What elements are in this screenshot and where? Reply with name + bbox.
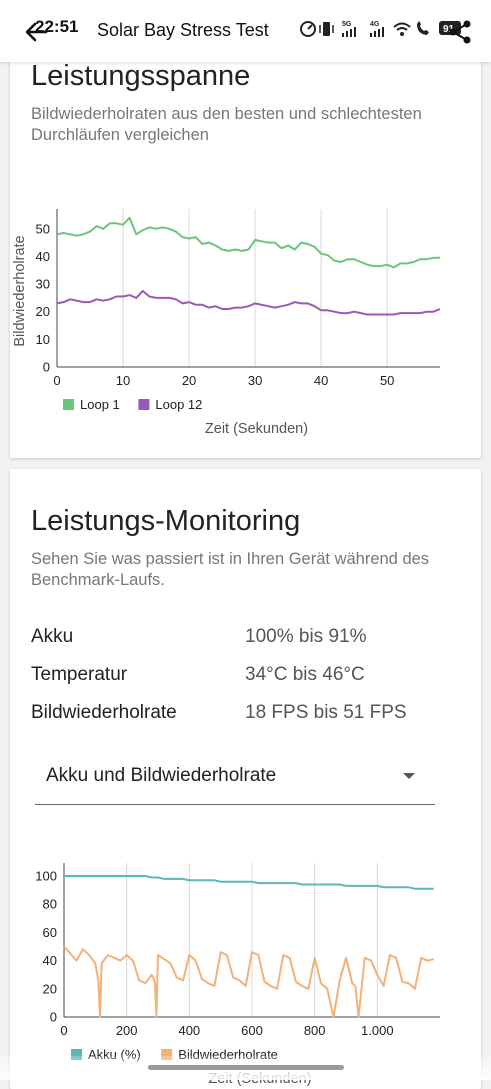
x-tick-label: 600 xyxy=(241,1023,263,1038)
monitor-card-title: Leistungs-Monitoring xyxy=(31,505,301,537)
legend-swatch xyxy=(161,1049,173,1060)
stat-label-battery: Akku xyxy=(31,626,74,647)
legend-swatch xyxy=(138,399,150,410)
y-tick-label: 50 xyxy=(36,221,50,236)
svg-text:5G: 5G xyxy=(342,21,352,28)
x-tick-label: 50 xyxy=(380,373,394,388)
range-card-subtitle: Bildwiederholraten aus den besten und sc… xyxy=(31,105,422,144)
wifi-call-icon xyxy=(417,21,429,35)
legend-label: Loop 1 xyxy=(80,397,120,412)
y-tick-label: 100 xyxy=(35,869,57,884)
performance-range-card: Leistungsspanne Bildwiederholraten aus d… xyxy=(10,40,481,458)
y-tick-label: 10 xyxy=(36,332,50,347)
caret-down-icon xyxy=(403,773,415,779)
series-line-1 xyxy=(56,216,440,269)
y-tick-label: 20 xyxy=(36,304,50,319)
signal-5g-icon: 5G xyxy=(342,21,356,37)
app-bar: 22:51 Solar Bay Stress Test 5G 4G xyxy=(0,0,491,62)
signal-4g-icon: 4G xyxy=(370,21,384,37)
y-tick-label: 60 xyxy=(43,925,57,940)
page-title: Solar Bay Stress Test xyxy=(97,20,269,40)
vibrate-icon xyxy=(319,22,334,36)
series-line-1 xyxy=(64,875,434,890)
x-tick-label: 10 xyxy=(116,373,130,388)
range-card-title: Leistungsspanne xyxy=(31,60,251,92)
x-tick-label: 20 xyxy=(182,373,196,388)
stat-label-temperature: Temperatur xyxy=(31,664,128,685)
y-tick-label: 80 xyxy=(43,897,57,912)
stat-value-battery: 100% bis 91% xyxy=(245,626,367,647)
range-line-chart: 0 10 20 30 40 50 0 10 20 30 40 50 Loop 1 Loop 12Zeit … xyxy=(12,209,441,437)
monitor-card-subtitle: Sehen Sie was passiert ist in Ihren Gerä… xyxy=(31,550,430,589)
legend-swatch xyxy=(71,1049,82,1060)
y-tick-label: 30 xyxy=(36,277,50,292)
x-tick-label: 0 xyxy=(53,373,60,388)
y-tick-label: 0 xyxy=(43,360,50,375)
y-tick-label: 0 xyxy=(50,1010,57,1025)
speed-icon xyxy=(300,21,316,37)
series-line-2 xyxy=(56,290,441,316)
stat-label-framerate: Bildwiederholrate xyxy=(31,702,177,723)
svg-text:91: 91 xyxy=(443,24,455,35)
x-tick-label: 30 xyxy=(248,373,262,388)
chart-metric-dropdown[interactable]: Akku und Bildwiederholrate xyxy=(35,751,435,805)
x-tick-label: 0 xyxy=(60,1023,67,1038)
svg-text:4G: 4G xyxy=(370,21,380,28)
share-icon[interactable] xyxy=(447,19,473,45)
x-tick-label: 40 xyxy=(314,373,328,388)
x-tick-label: 400 xyxy=(178,1023,200,1038)
back-arrow-icon[interactable] xyxy=(22,18,50,46)
x-tick-label: 800 xyxy=(304,1023,326,1038)
stat-value-framerate: 18 FPS bis 51 FPS xyxy=(245,702,407,723)
legend-label: Loop 12 xyxy=(155,397,202,412)
y-tick-label: 40 xyxy=(43,953,57,968)
stat-value-temperature: 34°C bis 46°C xyxy=(245,664,365,685)
dropdown-selected-label: Akku und Bildwiederholrate xyxy=(46,765,277,786)
x-axis-label: Zeit (Sekunden) xyxy=(205,421,308,437)
y-tick-label: 20 xyxy=(43,981,57,996)
x-tick-label: 200 xyxy=(116,1023,138,1038)
legend-swatch xyxy=(63,399,74,410)
y-tick-label: 40 xyxy=(36,249,50,264)
status-icons: 5G 4G 91 xyxy=(300,21,461,37)
wifi-icon xyxy=(393,22,411,36)
performance-monitoring-card: Leistungs-Monitoring Sehen Sie was passi… xyxy=(10,469,481,1089)
y-axis-label: Bildwiederholrate xyxy=(12,235,28,346)
series-line-2 xyxy=(63,945,434,1018)
x-tick-label: 1.000 xyxy=(361,1023,394,1038)
home-indicator[interactable] xyxy=(148,1065,344,1070)
